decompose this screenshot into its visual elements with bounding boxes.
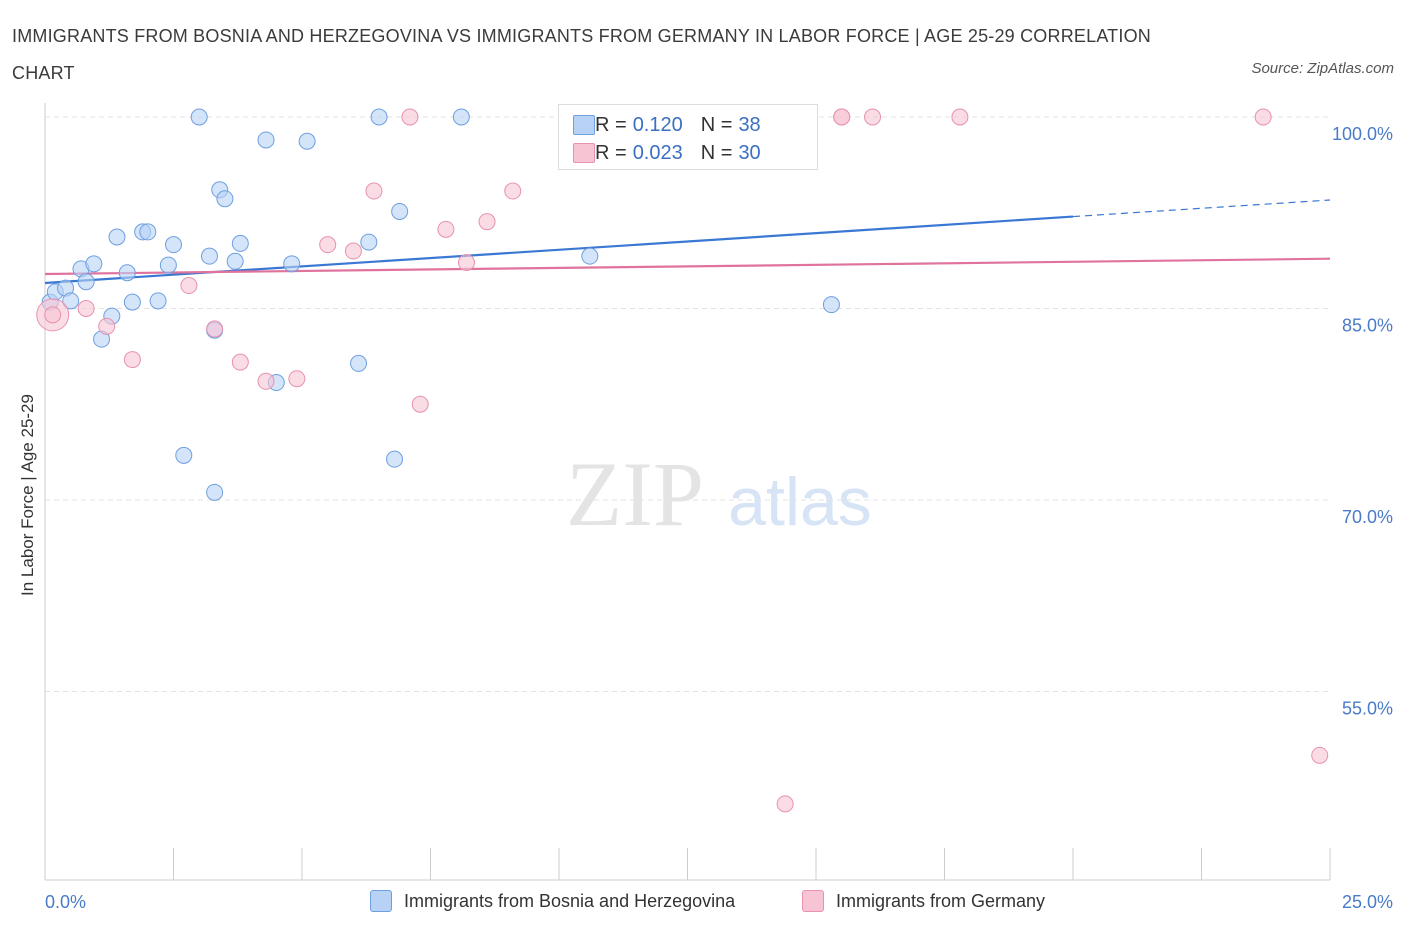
point-bosnia [226, 252, 244, 270]
legend-n-label: N = [700, 113, 733, 136]
point-bosnia [283, 255, 301, 273]
point-germany [123, 351, 141, 369]
legend-r-label: R = [595, 141, 627, 164]
legend-swatch-blue [573, 115, 595, 135]
point-bosnia [350, 354, 368, 372]
legend-swatch-pink [573, 143, 595, 163]
point-bosnia [159, 256, 177, 274]
point-bosnia [149, 292, 167, 310]
legend-r-value: 0.120 [632, 113, 683, 136]
trend-line-germany [44, 257, 1331, 276]
series-legend-label: Immigrants from Germany [836, 890, 1046, 911]
point-germany [457, 254, 475, 272]
y-tick-label: 55.0% [1342, 699, 1393, 719]
point-bosnia [452, 108, 470, 126]
point-bosnia [216, 190, 234, 208]
point-germany [344, 242, 362, 260]
y-tick-label: 85.0% [1342, 316, 1393, 336]
point-bosnia [175, 446, 193, 464]
point-bosnia [386, 450, 404, 468]
point-bosnia [257, 131, 275, 149]
legend-row-bosnia: R = 0.120 N = 38 [573, 111, 761, 139]
chart-title: IMMIGRANTS FROM BOSNIA AND HERZEGOVINA V… [12, 26, 1151, 83]
source-label: Source: ZipAtlas.com [1251, 60, 1394, 77]
point-germany [77, 300, 95, 317]
legend-n-value: 38 [738, 113, 761, 136]
point-bosnia [231, 234, 249, 252]
y-tick-label: 100.0% [1332, 124, 1393, 144]
point-germany [98, 317, 116, 335]
tick-labels: 100.0% 85.0% 70.0% 55.0% 0.0% 25.0% [45, 124, 1393, 912]
series-legend: Immigrants from Bosnia and Herzegovina I… [0, 890, 1406, 916]
point-bosnia [139, 223, 157, 241]
point-germany [437, 220, 455, 238]
y-tick-label: 70.0% [1342, 507, 1393, 527]
point-germany [951, 108, 969, 126]
point-bosnia [822, 296, 840, 314]
point-germany [44, 306, 62, 324]
point-germany [401, 108, 419, 126]
point-bosnia [298, 132, 316, 150]
point-bosnia [206, 483, 224, 501]
watermark-atlas: atlas [728, 464, 872, 540]
point-germany [365, 182, 383, 200]
watermark: ZIP atlas [566, 443, 872, 545]
point-bosnia [200, 247, 218, 265]
point-germany [864, 108, 882, 126]
axes [44, 103, 1331, 881]
point-bosnia [77, 273, 95, 291]
x-tick-label: 0.0% [45, 892, 86, 912]
point-bosnia [581, 247, 599, 265]
x-tick-label: 25.0% [1342, 892, 1393, 912]
series-legend-label: Immigrants from Bosnia and Herzegovina [404, 890, 736, 911]
series-swatch-pink [802, 890, 824, 912]
trend-lines [44, 199, 1331, 285]
point-bosnia [118, 264, 136, 282]
point-bosnia [370, 108, 388, 126]
legend-r-value: 0.023 [632, 141, 683, 164]
point-bosnia [62, 292, 80, 310]
point-bosnia [391, 202, 409, 220]
point-germany [1254, 108, 1272, 126]
watermark-zip: ZIP [566, 443, 704, 545]
point-germany [478, 213, 496, 231]
point-germany [288, 370, 306, 388]
point-germany [504, 182, 522, 200]
point-bosnia [165, 236, 182, 254]
legend-row-germany: R = 0.023 N = 30 [573, 139, 761, 167]
point-bosnia [85, 255, 103, 273]
point-germany [206, 320, 224, 338]
trend-line-bosnia-extension [1072, 199, 1331, 218]
series-swatch-blue [370, 890, 392, 912]
series-legend-germany: Immigrants from Germany [802, 890, 1045, 912]
series-legend-bosnia: Immigrants from Bosnia and Herzegovina [370, 890, 735, 912]
legend-n-value: 30 [738, 141, 761, 164]
point-germany [776, 795, 794, 813]
point-germany [411, 395, 429, 413]
point-germany [180, 277, 198, 295]
point-germany [231, 353, 249, 371]
legend-n-label: N = [700, 141, 733, 164]
point-bosnia [108, 228, 126, 246]
stats-legend: R = 0.120 N = 38 R = 0.023 N = 30 [558, 104, 818, 170]
point-bosnia [360, 233, 378, 251]
point-germany [1311, 746, 1329, 764]
point-bosnia [190, 108, 208, 126]
grid-lines [45, 116, 1330, 692]
point-bosnia [123, 293, 141, 311]
point-germany [833, 108, 851, 126]
point-germany [257, 372, 275, 390]
point-germany [319, 236, 337, 254]
legend-r-label: R = [595, 113, 627, 136]
